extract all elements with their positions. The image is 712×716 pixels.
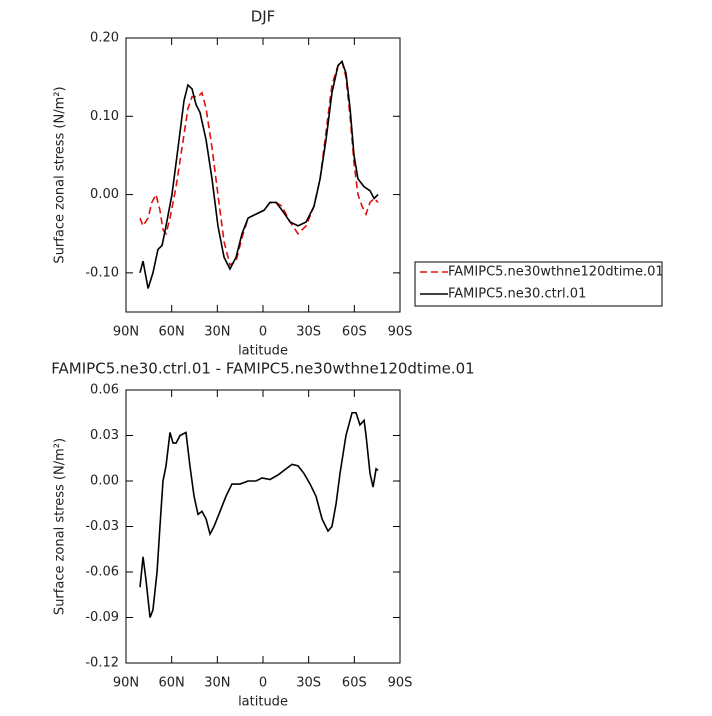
x-tick-label: 90N bbox=[113, 325, 139, 340]
x-tick-label: 30N bbox=[204, 325, 230, 340]
x-tick-label: 60N bbox=[159, 325, 185, 340]
plot-frame bbox=[125, 389, 401, 664]
y-tick-label: 0.06 bbox=[90, 383, 119, 398]
chart-title: FAMIPC5.ne30.ctrl.01 - FAMIPC5.ne30wthne… bbox=[51, 360, 474, 378]
y-tick-label: -0.03 bbox=[85, 519, 119, 534]
y-tick-label: -0.09 bbox=[85, 610, 119, 625]
y-tick-label: -0.12 bbox=[85, 656, 119, 671]
y-axis-label: Surface zonal stress (N/m²) bbox=[53, 438, 68, 615]
x-tick-label: 60S bbox=[342, 325, 367, 340]
x-tick-label: 90S bbox=[388, 676, 413, 691]
plot-frame bbox=[125, 37, 401, 313]
x-tick-label: 60N bbox=[159, 676, 185, 691]
y-tick-label: 0.20 bbox=[90, 31, 119, 46]
x-tick-label: 90S bbox=[388, 325, 413, 340]
x-tick-label: 30N bbox=[204, 676, 230, 691]
x-tick-label: 30S bbox=[296, 676, 321, 691]
legend-box bbox=[414, 261, 663, 307]
legend-label: FAMIPC5.ne30wthne120dtime.01 bbox=[448, 265, 664, 280]
x-axis-label: latitude bbox=[238, 695, 288, 710]
y-tick-label: -0.06 bbox=[85, 565, 119, 580]
x-tick-label: 0 bbox=[259, 325, 267, 340]
y-axis-label: Surface zonal stress (N/m²) bbox=[53, 86, 68, 263]
x-tick-label: 0 bbox=[259, 676, 267, 691]
y-tick-label: 0.10 bbox=[90, 109, 119, 124]
x-tick-label: 90N bbox=[113, 676, 139, 691]
y-tick-label: -0.10 bbox=[85, 265, 119, 280]
series-line bbox=[139, 411, 379, 618]
y-tick-label: 0.00 bbox=[90, 474, 119, 489]
series-line bbox=[139, 60, 379, 289]
legend-label: FAMIPC5.ne30.ctrl.01 bbox=[448, 287, 586, 302]
y-tick-label: 0.00 bbox=[90, 187, 119, 202]
x-axis-label: latitude bbox=[238, 344, 288, 359]
x-tick-label: 30S bbox=[296, 325, 321, 340]
x-tick-label: 60S bbox=[342, 676, 367, 691]
chart-title: DJF bbox=[251, 8, 276, 26]
y-tick-label: 0.03 bbox=[90, 428, 119, 443]
